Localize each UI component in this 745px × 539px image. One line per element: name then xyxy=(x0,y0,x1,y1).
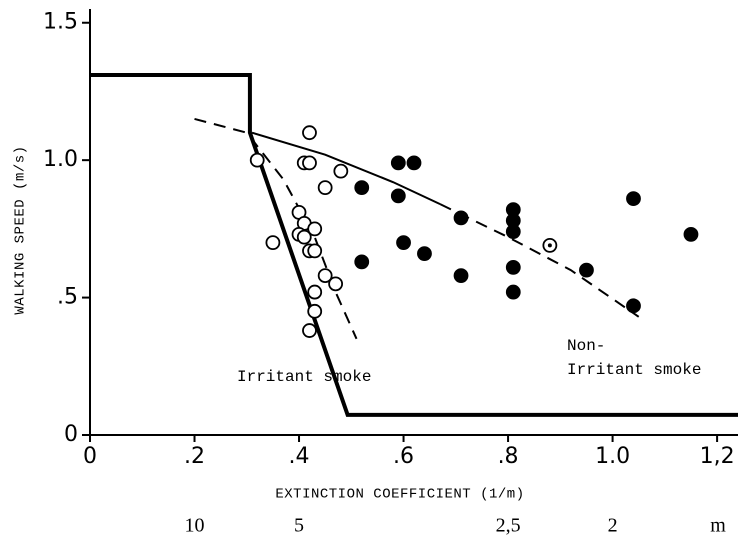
point xyxy=(453,210,469,226)
point xyxy=(296,229,312,245)
y-tick-label: 1.0 xyxy=(43,147,78,172)
curve xyxy=(439,203,640,318)
point xyxy=(307,243,323,259)
x-tick-label: .8 xyxy=(498,444,519,469)
point xyxy=(354,180,370,196)
point xyxy=(354,254,370,270)
point xyxy=(390,188,406,204)
x-tick-label: .2 xyxy=(184,444,205,469)
point xyxy=(683,226,699,242)
y-tick-label: .5 xyxy=(57,285,78,310)
point xyxy=(626,191,641,207)
annotation: Irritant smoke xyxy=(237,368,371,386)
point xyxy=(579,262,594,278)
point xyxy=(328,276,344,292)
x2-tick-label: 2,5 xyxy=(496,515,521,537)
point xyxy=(317,180,333,196)
point xyxy=(333,163,349,179)
x-tick-label: .4 xyxy=(289,444,310,469)
x-axis-label: EXTINCTION COEFFICIENT (1/m) xyxy=(275,487,524,503)
point xyxy=(302,155,317,171)
curve xyxy=(194,117,358,340)
y-tick-label: 1.5 xyxy=(43,10,78,35)
point xyxy=(396,235,411,251)
point xyxy=(505,284,521,300)
curve xyxy=(90,72,738,417)
x2-tick-label: 2 xyxy=(608,515,618,537)
x-tick-label: .6 xyxy=(393,444,414,469)
point xyxy=(307,303,323,319)
point xyxy=(505,259,521,275)
point xyxy=(453,268,469,283)
x2-tick-label: 5 xyxy=(294,515,304,537)
annotation: Irritant smoke xyxy=(567,361,701,379)
point xyxy=(302,125,317,141)
x-tick-label: 1.0 xyxy=(595,444,630,469)
point xyxy=(307,284,323,300)
point xyxy=(265,235,281,251)
y-tick-label: 0 xyxy=(64,422,78,447)
y-axis-label: WALKING SPEED (m/s) xyxy=(13,145,29,314)
point xyxy=(417,246,432,262)
point xyxy=(626,298,641,314)
annotation: Non- xyxy=(567,337,605,355)
curve xyxy=(251,131,441,206)
x-tick-label: 1,2 xyxy=(700,444,735,469)
x2-unit: m xyxy=(710,515,726,537)
point-dot xyxy=(547,243,552,248)
point xyxy=(249,152,265,168)
x2-tick-label: 10 xyxy=(185,515,205,537)
point xyxy=(302,323,317,338)
point xyxy=(505,224,521,240)
point xyxy=(307,221,323,237)
point xyxy=(390,155,406,171)
point xyxy=(406,155,422,171)
point xyxy=(317,268,333,283)
x-tick-label: 0 xyxy=(83,444,97,469)
